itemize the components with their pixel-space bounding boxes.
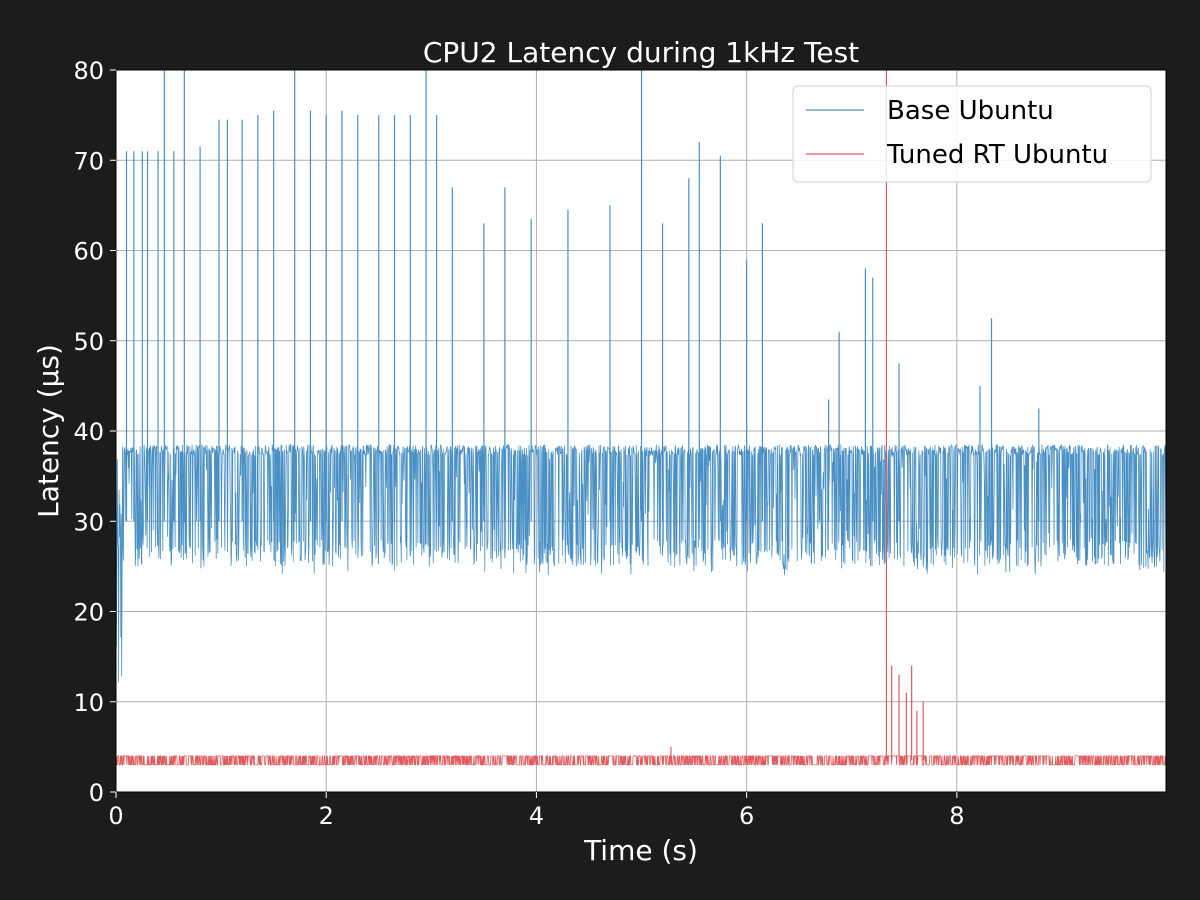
series-tuned-rt-ubuntu: [116, 70, 1166, 766]
x-axis-label: Time (s): [583, 834, 698, 867]
y-tick-label: 30: [73, 508, 104, 536]
legend-label-rt: Tuned RT Ubuntu: [886, 140, 1108, 170]
y-tick-label: 10: [73, 689, 104, 717]
x-tick-label: 4: [529, 802, 544, 830]
x-tick-label: 2: [319, 802, 334, 830]
legend: Base Ubuntu Tuned RT Ubuntu: [792, 85, 1152, 183]
y-tick-label: 60: [73, 238, 104, 266]
x-tick-label: 0: [108, 802, 123, 830]
legend-box: [792, 85, 1152, 183]
y-tick-label: 70: [73, 147, 104, 175]
x-tick-label: 8: [949, 802, 964, 830]
y-axis-label: Latency (µs): [32, 344, 65, 518]
legend-label-base: Base Ubuntu: [887, 96, 1054, 126]
chart-title: CPU2 Latency during 1kHz Test: [423, 36, 859, 69]
y-tick-label: 20: [73, 599, 104, 627]
y-tick-label: 0: [89, 779, 104, 807]
series-trace: [116, 755, 1166, 766]
series-base-ubuntu: [116, 70, 1166, 683]
y-tick-label: 40: [73, 418, 104, 446]
y-tick-label: 50: [73, 328, 104, 356]
x-tick-label: 6: [739, 802, 754, 830]
series-layer: [116, 70, 1166, 766]
y-tick-label: 80: [73, 57, 104, 85]
